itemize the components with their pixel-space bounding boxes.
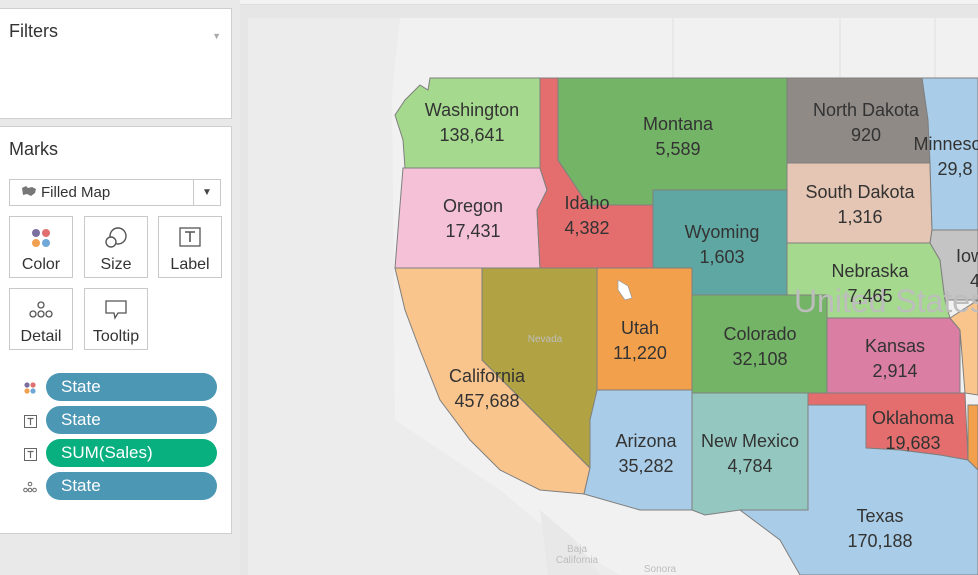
- marks-title: Marks: [9, 139, 58, 159]
- state-oregon[interactable]: [394, 167, 548, 269]
- filters-shelf[interactable]: Filters ▼: [0, 8, 232, 119]
- state-north-dakota[interactable]: [786, 77, 931, 164]
- ocean-area: [248, 18, 620, 575]
- country-label: United States: [794, 283, 978, 319]
- state-sales-label: 35,282: [618, 456, 673, 476]
- marks-field-row: State: [0, 406, 232, 436]
- state-sales-label: 1,316: [837, 207, 882, 227]
- marks-card: Marks Filled Map ▼ Color Size: [0, 126, 232, 534]
- filters-menu-caret-icon[interactable]: ▼: [212, 31, 221, 41]
- color-dots-icon: [22, 380, 38, 396]
- state-name-label: North Dakota: [813, 100, 920, 120]
- size-icon: [85, 227, 147, 249]
- state-sales-label: 19,683: [885, 433, 940, 453]
- label-button-label: Label: [170, 256, 210, 273]
- state-detail-pill[interactable]: State: [46, 472, 217, 500]
- tooltip-button-label: Tooltip: [92, 328, 140, 345]
- state-name-label: Colorado: [723, 324, 796, 344]
- state-sales-label: 11,220: [613, 343, 667, 363]
- state-sales-label: 29,8: [937, 159, 972, 179]
- state-washington[interactable]: [394, 77, 541, 169]
- baja-california-label-line1: Baja: [567, 544, 587, 555]
- filters-title: Filters: [9, 21, 58, 41]
- state-name-label: Wyoming: [685, 222, 760, 242]
- state-name-label: Oregon: [443, 196, 503, 216]
- filled-map[interactable]: United States Nevada Baja California Son…: [248, 18, 978, 575]
- color-icon: [10, 227, 72, 249]
- state-sales-label: 4: [970, 271, 978, 291]
- state-name-label: California: [449, 366, 526, 386]
- marks-field-row: State: [0, 472, 232, 502]
- label-button[interactable]: Label: [158, 216, 222, 278]
- baja-california-label-line2: California: [556, 555, 599, 566]
- state-name-label: Utah: [621, 318, 659, 338]
- state-sales-label: 920: [851, 125, 881, 145]
- mark-type-label: Filled Map: [41, 184, 111, 201]
- marks-field-row: State: [0, 373, 232, 403]
- text-label-icon: [159, 227, 221, 249]
- state-iowa[interactable]: [929, 229, 978, 301]
- state-sales-label: 4,382: [564, 218, 609, 238]
- filled-map-icon: [21, 185, 37, 200]
- map-view[interactable]: United States Nevada Baja California Son…: [248, 18, 978, 575]
- state-arkansas-partial[interactable]: [967, 404, 978, 471]
- top-toolbar-edge: [240, 0, 978, 5]
- great-salt-lake: [617, 279, 633, 301]
- state-name-label: Kansas: [865, 336, 925, 356]
- state-sales-label: 5,589: [655, 139, 700, 159]
- size-button[interactable]: Size: [84, 216, 148, 278]
- state-label-pill[interactable]: State: [46, 406, 217, 434]
- state-sales-label: 457,688: [454, 391, 519, 411]
- detail-icon: [10, 299, 72, 321]
- state-sales-label: 4,784: [727, 456, 772, 476]
- mark-type-dropdown[interactable]: Filled Map ▼: [9, 179, 221, 206]
- chevron-down-icon[interactable]: ▼: [193, 180, 220, 205]
- nevada-basemap-label: Nevada: [528, 334, 563, 345]
- mexico-land: [540, 510, 600, 575]
- state-name-label: Iowa: [956, 246, 978, 266]
- color-button[interactable]: Color: [9, 216, 73, 278]
- state-sales-label: 7,465: [847, 286, 892, 306]
- state-name-label: Texas: [856, 506, 903, 526]
- sonora-label: Sonora: [644, 564, 677, 575]
- state-texas[interactable]: [738, 404, 978, 575]
- size-button-label: Size: [100, 256, 132, 273]
- state-new-mexico[interactable]: [691, 392, 809, 516]
- state-sales-label: 2,914: [872, 361, 917, 381]
- state-name-label: South Dakota: [805, 182, 915, 202]
- state-kansas[interactable]: [826, 317, 961, 394]
- state-sales-label: 32,108: [732, 349, 787, 369]
- state-labels: Washington 138,641 Oregon 17,431 California 4…: [425, 100, 978, 551]
- state-name-label: Washington: [425, 100, 519, 120]
- state-name-label: Minnesota: [913, 134, 978, 154]
- color-button-label: Color: [21, 256, 61, 273]
- state-name-label: Montana: [643, 114, 714, 134]
- state-missouri-partial[interactable]: [949, 299, 978, 396]
- sum-sales-label-pill[interactable]: SUM(Sales): [46, 439, 217, 467]
- state-name-label: Oklahoma: [872, 408, 955, 428]
- state-sales-label: 170,188: [847, 531, 912, 551]
- state-name-label: New Mexico: [701, 431, 799, 451]
- tooltip-icon: [85, 299, 147, 321]
- tooltip-button[interactable]: Tooltip: [84, 288, 148, 350]
- state-name-label: Arizona: [615, 431, 677, 451]
- text-label-icon: [22, 446, 38, 462]
- detail-icon: [22, 479, 38, 495]
- marks-field-row: SUM(Sales): [0, 439, 232, 469]
- state-name-label: Idaho: [564, 193, 609, 213]
- detail-button-label: Detail: [20, 328, 62, 345]
- state-name-label: Nebraska: [831, 261, 909, 281]
- detail-button[interactable]: Detail: [9, 288, 73, 350]
- state-south-dakota[interactable]: [786, 162, 933, 244]
- state-sales-label: 138,641: [439, 125, 504, 145]
- state-color-pill[interactable]: State: [46, 373, 217, 401]
- text-label-icon: [22, 413, 38, 429]
- state-sales-label: 1,603: [699, 247, 744, 267]
- state-sales-label: 17,431: [445, 221, 500, 241]
